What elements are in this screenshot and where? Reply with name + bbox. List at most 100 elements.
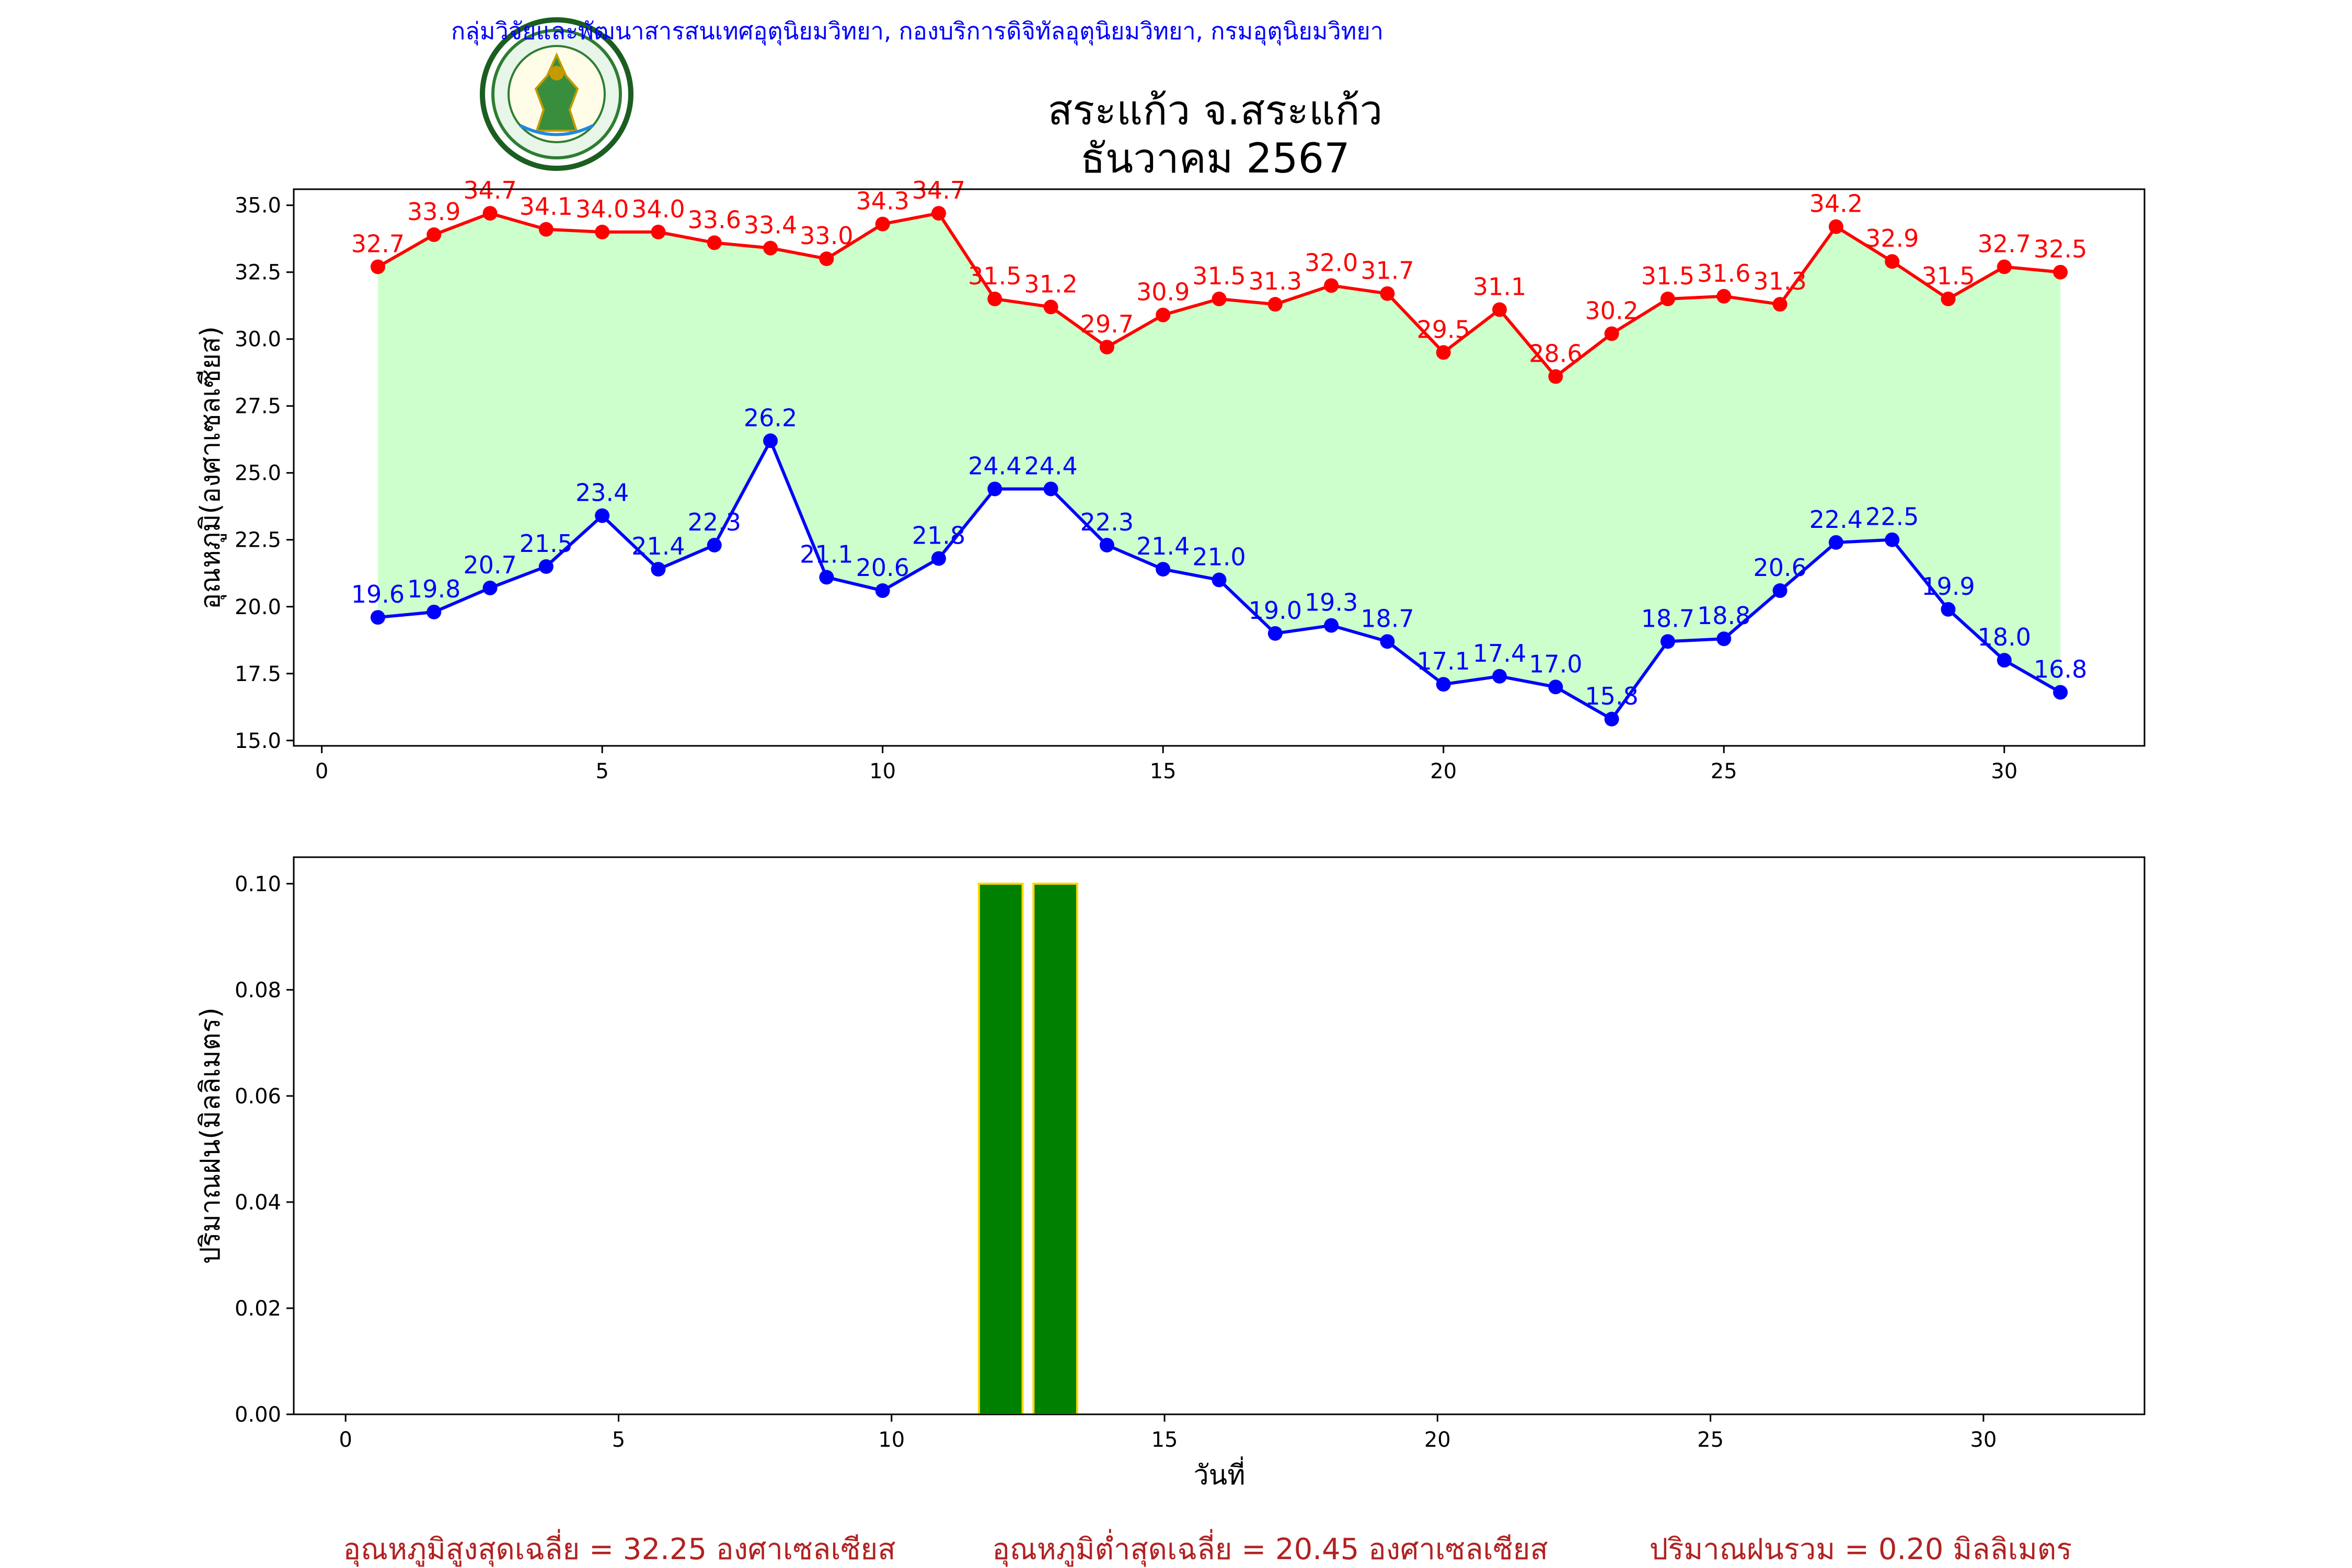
max-temperature-data-label: 28.6: [1529, 339, 1582, 367]
min-temperature-point: [763, 433, 778, 448]
max-temperature-data-label: 31.3: [1753, 267, 1806, 295]
x-tick-label: 0: [315, 759, 328, 783]
min-temperature-data-label: 20.6: [1753, 554, 1806, 582]
max-temperature-point: [482, 206, 498, 221]
max-temperature-data-label: 31.5: [1921, 262, 1975, 290]
max-temperature-data-label: 31.3: [1249, 267, 1302, 295]
min-temperature-point: [819, 570, 834, 585]
y-tick-label: 0.04: [235, 1191, 281, 1215]
max-temperature-point: [875, 216, 890, 232]
min-temperature-data-label: 18.0: [1978, 623, 2031, 651]
min-temperature-point: [875, 583, 890, 598]
min-temperature-data-label: 19.8: [407, 575, 460, 603]
temperature-x-ticks: 0 5 10 15 20 25 30: [315, 746, 2017, 783]
x-tick-label: 20: [1430, 759, 1457, 783]
max-temperature-point: [1267, 297, 1283, 312]
y-tick-label: 17.5: [235, 662, 281, 686]
min-temperature-point: [651, 562, 666, 577]
min-temperature-data-label: 15.8: [1585, 682, 1638, 710]
max-temperature-point: [1492, 302, 1507, 317]
min-temperature-data-label: 20.7: [463, 551, 516, 579]
min-temperature-data-label: 19.9: [1921, 572, 1975, 601]
min-temperature-point: [1156, 562, 1171, 577]
x-tick-label: 5: [595, 759, 608, 783]
x-tick-label: 20: [1424, 1428, 1451, 1452]
min-temperature-point: [1548, 679, 1563, 695]
x-tick-label: 30: [1991, 759, 2017, 783]
temperature-range-fill: [378, 213, 2060, 719]
max-temperature-point: [1380, 286, 1395, 301]
y-tick-label: 22.5: [235, 528, 281, 552]
max-temperature-point: [1716, 289, 1732, 304]
source-credit: กลุ่มวิจัยและพัฒนาสารสนเทศอุตุนิยมวิทยา,…: [451, 17, 1383, 45]
max-temperature-data-label: 34.7: [463, 176, 516, 204]
min-temperature-data-label: 19.3: [1305, 589, 1358, 617]
min-temperature-point: [1043, 481, 1058, 497]
min-temperature-data-label: 16.8: [2034, 655, 2087, 684]
rainfall-y-axis-label: ปริมาณฝน(มิลลิเมตร): [195, 1007, 226, 1264]
temperature-range-area: [378, 213, 2060, 719]
min-temperature-point: [1885, 532, 1900, 547]
max-temperature-point: [1324, 278, 1339, 293]
max-temperature-point: [1997, 259, 2012, 274]
max-temperature-point: [931, 206, 946, 221]
max-temperature-data-label: 29.7: [1080, 310, 1134, 338]
y-tick-label: 0.00: [235, 1403, 281, 1427]
min-temperature-data-label: 19.6: [351, 580, 405, 608]
max-temperature-data-label: 32.7: [351, 229, 405, 258]
max-temperature-point: [370, 259, 385, 274]
max-temperature-data-label: 31.6: [1697, 259, 1750, 287]
min-temperature-data-label: 17.0: [1529, 650, 1582, 678]
average-min-temperature: อุณหภูมิต่ำสุดเฉลี่ย = 20.45 องศาเซลเซีย…: [992, 1529, 1548, 1567]
rainfall-y-ticks: 0.00 0.02 0.04 0.06 0.08 0.10: [235, 872, 294, 1427]
min-temperature-data-label: 24.4: [968, 452, 1021, 480]
min-temperature-point: [1324, 618, 1339, 633]
min-temperature-point: [482, 580, 498, 595]
max-temperature-point: [1941, 291, 1956, 306]
min-temperature-data-label: 22.3: [688, 508, 741, 536]
max-temperature-data-label: 34.0: [575, 195, 629, 223]
temperature-data-labels: 32.733.934.734.1 34.0 34.0 33.6 33.4 33.034.3…: [351, 176, 2088, 710]
y-tick-label: 25.0: [235, 462, 281, 486]
chart-title-station: สระแก้ว จ.สระแก้ว: [1048, 87, 1383, 134]
max-temperature-point: [2053, 264, 2068, 280]
min-temperature-point: [1436, 677, 1451, 692]
min-temperature-point: [931, 551, 946, 566]
max-temperature-point: [763, 240, 778, 256]
min-temperature-data-label: 21.0: [1192, 543, 1246, 571]
min-temperature-point: [1772, 583, 1788, 598]
rainfall-chart: 0 5 10 15 20 25 30 0.00 0.02 0.04 0.06 0.08 0.10 ปร…: [195, 856, 2146, 1491]
y-tick-label: 0.10: [235, 872, 281, 896]
total-rainfall: ปริมาณฝนรวม = 0.20 มิลลิเมตร: [1650, 1532, 2072, 1566]
rainfall-plot-frame: [293, 856, 2146, 1415]
min-temperature-data-label: 21.8: [912, 522, 965, 550]
rainfall-x-axis-label: วันที่: [1193, 1456, 1245, 1491]
rainfall-x-ticks: 0 5 10 15 20 25 30: [339, 1414, 1997, 1452]
x-tick-label: 30: [1970, 1428, 1997, 1452]
max-temperature-data-label: 34.2: [1809, 190, 1863, 218]
min-temperature-data-label: 18.7: [1361, 604, 1414, 632]
temperature-plot-frame: [293, 188, 2146, 747]
temperature-points: [370, 206, 2068, 727]
min-temperature-point: [538, 559, 554, 574]
temperature-chart: 32.733.934.734.1 34.0 34.0 33.6 33.4 33.034.3…: [195, 176, 2146, 783]
max-temperature-point: [987, 291, 1002, 306]
min-temperature-data-label: 17.1: [1417, 647, 1470, 675]
min-temperature-point: [1828, 535, 1843, 550]
max-temperature-point: [1885, 254, 1900, 269]
max-temperature-data-label: 34.7: [912, 176, 965, 204]
rainfall-bars: [977, 882, 1078, 1416]
max-temperature-data-label: 32.7: [1978, 229, 2031, 258]
max-temperature-data-label: 29.5: [1417, 315, 1470, 343]
min-temperature-data-label: 20.6: [856, 554, 909, 582]
max-temperature-point: [1156, 307, 1171, 322]
min-temperature-data-label: 22.4: [1809, 505, 1863, 534]
x-tick-label: 10: [878, 1428, 905, 1452]
rainfall-bar: [1032, 882, 1078, 1416]
max-temperature-point: [819, 251, 834, 267]
min-temperature-point: [1212, 572, 1227, 587]
min-temperature-data-label: 18.8: [1697, 602, 1750, 630]
logo: [480, 17, 633, 171]
min-temperature-data-label: 19.0: [1249, 596, 1302, 625]
